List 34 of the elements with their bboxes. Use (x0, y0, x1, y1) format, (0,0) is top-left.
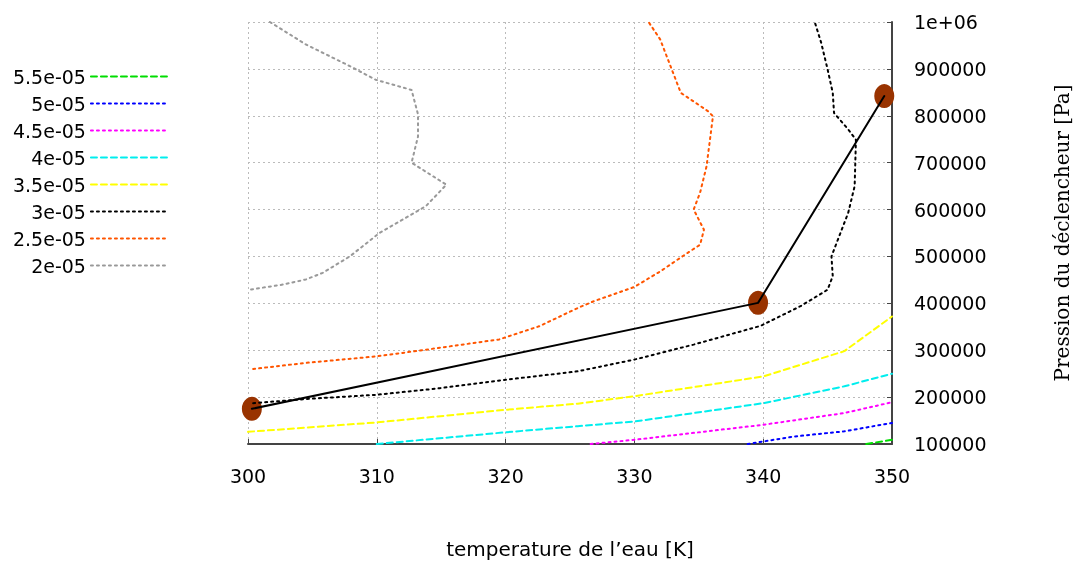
y-tick-label: 300000 (914, 339, 987, 362)
y-tick-label: 1e+06 (914, 11, 978, 33)
y-tick-label: 500000 (914, 245, 987, 268)
line-series (252, 21, 714, 370)
legend-label: 5.5e-05 (12, 65, 86, 88)
line-series (247, 315, 893, 433)
x-tick-label: 340 (745, 464, 782, 487)
x-tick-label: 330 (616, 464, 653, 487)
point (241, 396, 262, 421)
line-series (746, 421, 893, 445)
y-tick-label: 400000 (914, 292, 987, 315)
x-tick-label: 310 (358, 464, 395, 487)
y-axis-title: Pression du déclencheur [Pa] (1050, 84, 1074, 382)
x-tick-label: 320 (487, 464, 524, 487)
x-tick-label: 300 (229, 464, 267, 487)
legend-label: 2e-05 (31, 254, 86, 277)
legend-label: 3.5e-05 (12, 173, 86, 196)
x-tick-label: 350 (873, 464, 911, 487)
y-tick-label: 900000 (914, 57, 987, 80)
legend-label: 2.5e-05 (12, 227, 86, 250)
y-tick-label: 200000 (914, 386, 987, 409)
line-series (248, 21, 448, 291)
point (874, 84, 895, 109)
legend-label: 4.5e-05 (12, 119, 86, 142)
line-series (375, 372, 893, 445)
legend-label: 5e-05 (31, 92, 86, 115)
x-axis-title: temperature de l’eau [K] (446, 537, 694, 561)
line-series (589, 401, 893, 445)
y-tick-label: 800000 (914, 104, 987, 127)
y-tick-label: 600000 (914, 198, 987, 221)
legend-label: 3e-05 (31, 200, 86, 223)
y-tick-label: 700000 (914, 151, 987, 174)
y-tick-label: 100000 (914, 433, 987, 455)
legend-label: 4e-05 (31, 146, 86, 169)
